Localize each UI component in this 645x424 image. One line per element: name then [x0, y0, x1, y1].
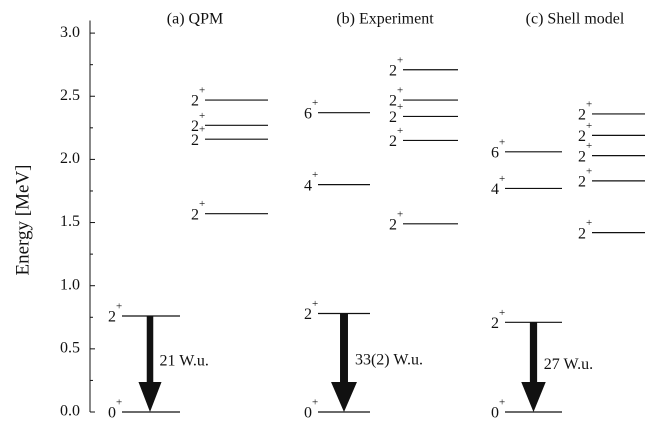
level-spin: 2: [389, 133, 397, 150]
level-spin: 2: [578, 107, 586, 124]
level-parity: +: [312, 298, 318, 310]
transition-arrow: [521, 322, 546, 412]
level-parity: +: [586, 98, 592, 110]
level-spin: 2: [389, 109, 397, 126]
level-spin: 2: [191, 118, 199, 135]
level-parity: +: [397, 54, 403, 66]
level-spin: 2: [304, 306, 312, 323]
level-spin: 2: [578, 174, 586, 191]
level-parity: +: [199, 110, 205, 122]
level-parity: +: [397, 85, 403, 97]
level-parity: +: [199, 124, 205, 136]
level-parity: +: [312, 397, 318, 409]
level-spin: 2: [389, 216, 397, 233]
y-tick-label: 0.5: [60, 340, 80, 357]
panel-title: (b) Experiment: [336, 11, 434, 28]
level-spin: 0: [491, 405, 499, 422]
level-spin: 4: [304, 177, 312, 194]
level-spin: 6: [304, 105, 312, 122]
level-parity: +: [116, 301, 122, 313]
level-parity: +: [499, 173, 505, 185]
level-parity: +: [586, 165, 592, 177]
level-spin: 0: [108, 405, 116, 422]
level-spin: 2: [191, 93, 199, 110]
level-parity: +: [397, 208, 403, 220]
level-spin: 4: [491, 181, 499, 198]
level-parity: +: [397, 125, 403, 137]
level-parity: +: [499, 307, 505, 319]
level-spin: 2: [491, 315, 499, 332]
transition-label: 33(2) W.u.: [355, 351, 423, 368]
level-spin: 0: [304, 405, 312, 422]
level-parity: +: [499, 136, 505, 148]
level-spin: 6: [491, 144, 499, 161]
level-spin: 2: [578, 148, 586, 165]
level-parity: +: [586, 140, 592, 152]
level-parity: +: [312, 97, 318, 109]
level-spin: 2: [108, 309, 116, 326]
level-spin: 2: [578, 225, 586, 242]
transition-label: 21 W.u.: [160, 353, 209, 370]
panel-title: (c) Shell model: [526, 11, 625, 28]
y-tick-label: 2.5: [60, 87, 80, 104]
level-spin: 2: [191, 132, 199, 149]
panel-title: (a) QPM: [167, 11, 223, 28]
level-parity: +: [312, 169, 318, 181]
level-parity: +: [586, 217, 592, 229]
level-parity: +: [116, 397, 122, 409]
y-axis-label: Energy [MeV]: [12, 165, 33, 276]
y-tick-label: 1.0: [60, 276, 80, 293]
transition-arrow: [138, 316, 162, 412]
level-spin: 2: [389, 93, 397, 110]
y-tick-label: 1.5: [60, 213, 80, 230]
transition-label: 27 W.u.: [544, 356, 593, 373]
y-tick-label: 0.0: [60, 403, 80, 420]
y-tick-label: 3.0: [60, 24, 80, 41]
level-parity: +: [499, 397, 505, 409]
level-parity: +: [199, 85, 205, 97]
y-tick-label: 2.0: [60, 150, 80, 167]
level-parity: +: [199, 198, 205, 210]
level-parity: +: [586, 120, 592, 132]
level-spin: 2: [578, 128, 586, 145]
transition-arrow: [331, 313, 357, 412]
level-spin: 2: [191, 206, 199, 223]
level-spin: 2: [389, 62, 397, 79]
level-parity: +: [397, 101, 403, 113]
